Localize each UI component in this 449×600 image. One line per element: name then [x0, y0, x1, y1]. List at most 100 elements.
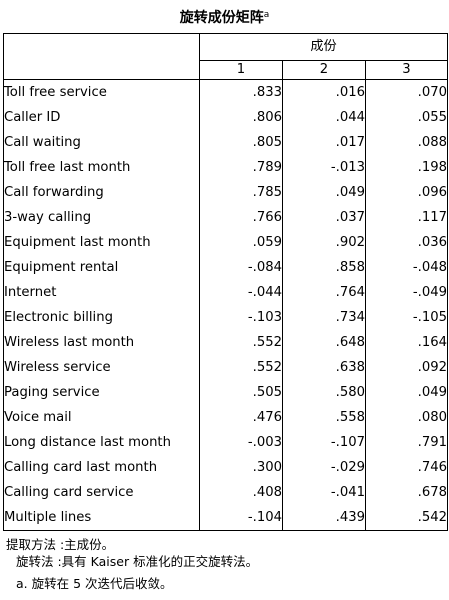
table-row: Toll free last month .789 -.013.198	[3, 155, 448, 180]
row-label: Caller ID	[3, 105, 200, 130]
loading-value-component-1: .805	[199, 130, 283, 155]
loading-value-component-3: .746	[365, 455, 448, 480]
loading-value-component-2: .902	[282, 230, 366, 255]
row-label: 3-way calling	[3, 205, 200, 230]
table-row: Equipment rental -.084.858 -.048	[3, 255, 448, 280]
loading-value-component-2: -.029	[282, 455, 366, 480]
table-row: Wireless service .552.638.092	[3, 355, 448, 380]
loading-value-component-3: .049	[365, 380, 448, 405]
table-row: Call forwarding .785.049.096	[3, 180, 448, 205]
loading-value-component-2: .016	[282, 79, 366, 105]
loading-value-component-1: .766	[199, 205, 283, 230]
row-label: Multiple lines	[3, 505, 200, 531]
loading-value-component-3: .791	[365, 430, 448, 455]
row-label: Equipment rental	[3, 255, 200, 280]
table-row: Caller ID .806.044.055	[3, 105, 448, 130]
loading-value-component-3: .096	[365, 180, 448, 205]
row-label: Toll free service	[3, 79, 200, 105]
loading-value-component-1: -.044	[199, 280, 283, 305]
row-label: Voice mail	[3, 405, 200, 430]
loading-value-component-1: -.003	[199, 430, 283, 455]
loading-value-component-3: .117	[365, 205, 448, 230]
header-row-columns: 1 2 3	[3, 60, 448, 80]
table-row: Toll free service .833.016.070	[3, 79, 448, 105]
loading-value-component-3: .036	[365, 230, 448, 255]
title-footnote-marker: a	[263, 10, 270, 20]
row-label: Wireless service	[3, 355, 200, 380]
loading-value-component-3: -.048	[365, 255, 448, 280]
table-title: 旋转成份矩阵a	[0, 7, 449, 27]
loading-value-component-2: .580	[282, 380, 366, 405]
loading-value-component-3: .164	[365, 330, 448, 355]
row-label: Calling card service	[3, 480, 200, 505]
loading-value-component-1: .476	[199, 405, 283, 430]
loading-value-component-1: .833	[199, 79, 283, 105]
header-stub	[3, 60, 200, 80]
header-row-group: 成份	[3, 33, 448, 61]
row-label: Toll free last month	[3, 155, 200, 180]
loading-value-component-1: -.104	[199, 505, 283, 531]
table-row: Calling card service .408 -.041.678	[3, 480, 448, 505]
loading-value-component-2: .439	[282, 505, 366, 531]
loading-value-component-1: .300	[199, 455, 283, 480]
row-label: Internet	[3, 280, 200, 305]
loading-value-component-1: .806	[199, 105, 283, 130]
row-label: Call waiting	[3, 130, 200, 155]
loading-value-component-1: .789	[199, 155, 283, 180]
table-row: Calling card last month .300 -.029.746	[3, 455, 448, 480]
table-row: Internet -.044.764 -.049	[3, 280, 448, 305]
loading-value-component-3: .542	[365, 505, 448, 531]
loading-value-component-3: .070	[365, 79, 448, 105]
loading-value-component-1: .408	[199, 480, 283, 505]
loading-value-component-2: .648	[282, 330, 366, 355]
table-row: Wireless last month .552.648.164	[3, 330, 448, 355]
loading-value-component-2: -.107	[282, 430, 366, 455]
loading-value-component-1: -.084	[199, 255, 283, 280]
table-row: Multiple lines -.104.439.542	[3, 505, 448, 531]
loading-value-component-2: -.013	[282, 155, 366, 180]
loading-value-component-3: .080	[365, 405, 448, 430]
footnote-extraction: 提取方法 :主成份。	[6, 537, 115, 552]
rotated-component-matrix: 成份 1 2 3 Toll free service .833.016.070 Ca…	[3, 33, 448, 531]
footnote-rotation: 旋转法 :具有 Kaiser 标准化的正交旋转法。	[16, 554, 259, 569]
table-title-text: 旋转成份矩阵	[179, 10, 264, 26]
table-row: Equipment last month .059.902.036	[3, 230, 448, 255]
loading-value-component-2: -.041	[282, 480, 366, 505]
row-label: Long distance last month	[3, 430, 200, 455]
loading-value-component-1: .552	[199, 355, 283, 380]
row-label: Calling card last month	[3, 455, 200, 480]
loading-value-component-3: .092	[365, 355, 448, 380]
loading-value-component-2: .037	[282, 205, 366, 230]
table-row: Long distance last month -.003 -.107.791	[3, 430, 448, 455]
row-label: Wireless last month	[3, 330, 200, 355]
loading-value-component-3: -.105	[365, 305, 448, 330]
table-row: Paging service .505.580.049	[3, 380, 448, 405]
footnote-a: a. 旋转在 5 次迭代后收敛。	[16, 576, 173, 591]
loading-value-component-3: .678	[365, 480, 448, 505]
loading-value-component-1: .785	[199, 180, 283, 205]
table-row: 3-way calling .766.037.117	[3, 205, 448, 230]
table-row: Voice mail .476.558.080	[3, 405, 448, 430]
loading-value-component-2: .044	[282, 105, 366, 130]
loading-value-component-2: .734	[282, 305, 366, 330]
row-label: Call forwarding	[3, 180, 200, 205]
loading-value-component-1: -.103	[199, 305, 283, 330]
loading-value-component-2: .638	[282, 355, 366, 380]
loading-value-component-2: .558	[282, 405, 366, 430]
component-group-header: 成份	[199, 33, 448, 61]
header-stub	[3, 33, 200, 61]
loading-value-component-2: .764	[282, 280, 366, 305]
loading-value-component-3: .198	[365, 155, 448, 180]
row-label: Paging service	[3, 380, 200, 405]
loading-value-component-3: .088	[365, 130, 448, 155]
column-header-2: 2	[282, 60, 366, 80]
loading-value-component-3: -.049	[365, 280, 448, 305]
column-header-3: 3	[365, 60, 448, 80]
column-header-1: 1	[199, 60, 283, 80]
loading-value-component-2: .858	[282, 255, 366, 280]
loading-value-component-2: .017	[282, 130, 366, 155]
loading-value-component-1: .552	[199, 330, 283, 355]
table-row: Call waiting .805.017.088	[3, 130, 448, 155]
loading-value-component-1: .059	[199, 230, 283, 255]
row-label: Electronic billing	[3, 305, 200, 330]
